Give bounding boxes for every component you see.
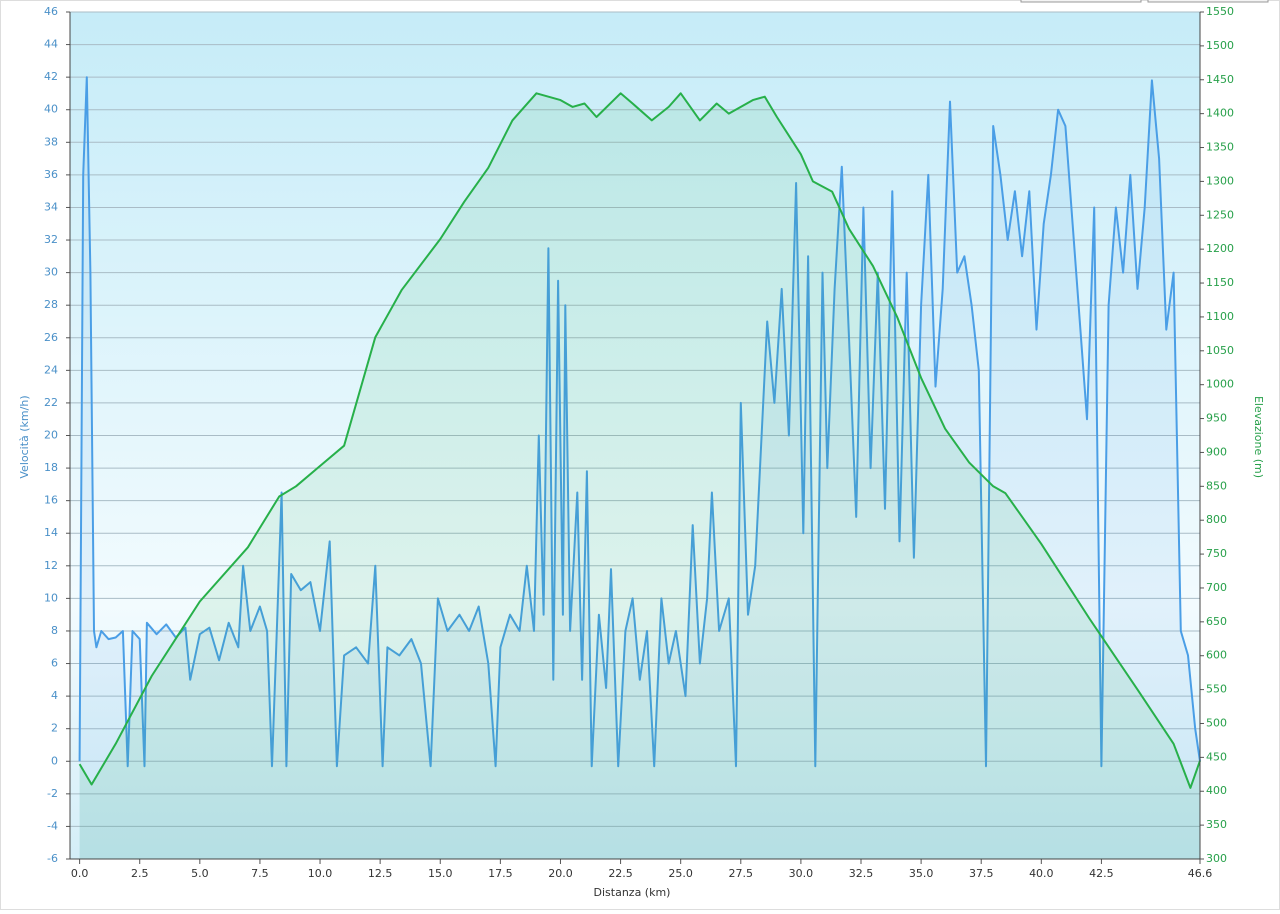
y-tick-label: 8 xyxy=(51,624,58,637)
y2-tick-label: 500 xyxy=(1206,716,1227,729)
y-tick-label: 38 xyxy=(44,135,58,148)
y-tick-label: 12 xyxy=(44,559,58,572)
y2-tick-label: 1550 xyxy=(1206,5,1234,18)
x-tick-label: 2.5 xyxy=(131,867,149,880)
button[interactable] xyxy=(1147,0,1269,3)
y2-tick-label: 450 xyxy=(1206,750,1227,763)
y2-tick-label: 400 xyxy=(1206,784,1227,797)
y2-tick-label: 1500 xyxy=(1206,39,1234,52)
y2-tick-label: 900 xyxy=(1206,445,1227,458)
y-tick-label: 20 xyxy=(44,429,58,442)
y2-tick-label: 1000 xyxy=(1206,378,1234,391)
x-tick-label: 10.0 xyxy=(308,867,333,880)
y2-tick-label: 350 xyxy=(1206,818,1227,831)
x-tick-label: 40.0 xyxy=(1029,867,1054,880)
y-tick-label: 14 xyxy=(44,526,58,539)
x-tick-label: 46.6 xyxy=(1188,867,1213,880)
y-tick-label: 10 xyxy=(44,591,58,604)
y2-tick-label: 1300 xyxy=(1206,174,1234,187)
area xyxy=(79,77,1201,859)
y2-tick-label: 300 xyxy=(1206,852,1227,865)
y2-tick-label: 1200 xyxy=(1206,242,1234,255)
y2-tick-label: 1150 xyxy=(1206,276,1234,289)
y-axis-label: Velocità (km/h) xyxy=(18,395,31,478)
x-tick-label: 25.0 xyxy=(668,867,693,880)
y-tick-label: 26 xyxy=(44,331,58,344)
y2-tick-label: 1400 xyxy=(1206,107,1234,120)
line xyxy=(78,92,1201,789)
x-axis-label: Distanza (km) xyxy=(594,886,671,899)
y-tick-label: 2 xyxy=(51,722,58,735)
y2-tick-label: 850 xyxy=(1206,479,1227,492)
y-tick-label: 30 xyxy=(44,266,58,279)
y2-tick-label: 950 xyxy=(1206,412,1227,425)
y-tick-label: 28 xyxy=(44,298,58,311)
y-tick-label: 4 xyxy=(51,689,58,702)
x-tick-label: 12.5 xyxy=(368,867,393,880)
y2-tick-label: 1350 xyxy=(1206,141,1234,154)
x-tick-label: 32.5 xyxy=(849,867,874,880)
y2-tick-label: 1100 xyxy=(1206,310,1234,323)
y2-axis-label: Elevazione (m) xyxy=(1252,396,1265,478)
x-tick-label: 0.0 xyxy=(71,867,89,880)
y-tick-label: 40 xyxy=(44,103,58,116)
x-tick-label: 7.5 xyxy=(251,867,269,880)
y2-tick-label: 1450 xyxy=(1206,73,1234,86)
x-tick-label: 17.5 xyxy=(488,867,513,880)
y-tick-label: 44 xyxy=(44,38,58,51)
y-tick-label: 18 xyxy=(44,461,58,474)
y-tick-label: 24 xyxy=(44,363,58,376)
y2-tick-label: 750 xyxy=(1206,547,1227,560)
y-tick-label: 32 xyxy=(44,233,58,246)
x-tick-label: 5.0 xyxy=(191,867,209,880)
line xyxy=(78,76,1201,768)
x-tick-label: 27.5 xyxy=(729,867,754,880)
y-tick-label: 22 xyxy=(44,396,58,409)
y2-tick-label: 600 xyxy=(1206,649,1227,662)
y-tick-label: 0 xyxy=(51,754,58,767)
y2-tick-label: 800 xyxy=(1206,513,1227,526)
y-tick-label: 42 xyxy=(44,70,58,83)
x-tick-label: 42.5 xyxy=(1089,867,1114,880)
y2-tick-label: 650 xyxy=(1206,615,1227,628)
y-tick-label: 36 xyxy=(44,168,58,181)
y-tick-label: -6 xyxy=(47,852,58,865)
x-tick-label: 22.5 xyxy=(608,867,633,880)
y-tick-label: 6 xyxy=(51,657,58,670)
x-tick-label: 35.0 xyxy=(909,867,934,880)
area xyxy=(79,93,1201,860)
y-tick-label: 16 xyxy=(44,494,58,507)
y2-tick-label: 1050 xyxy=(1206,344,1234,357)
y-tick-label: 34 xyxy=(44,200,58,213)
x-tick-label: 20.0 xyxy=(548,867,573,880)
y-tick-label: 46 xyxy=(44,5,58,18)
x-tick-label: 15.0 xyxy=(428,867,453,880)
y-tick-label: -2 xyxy=(47,787,58,800)
button[interactable] xyxy=(1020,0,1142,3)
y2-tick-label: 550 xyxy=(1206,683,1227,696)
y-tick-label: -4 xyxy=(47,819,58,832)
y2-tick-label: 1250 xyxy=(1206,208,1234,221)
y2-tick-label: 700 xyxy=(1206,581,1227,594)
x-tick-label: 37.5 xyxy=(969,867,994,880)
x-tick-label: 30.0 xyxy=(789,867,814,880)
